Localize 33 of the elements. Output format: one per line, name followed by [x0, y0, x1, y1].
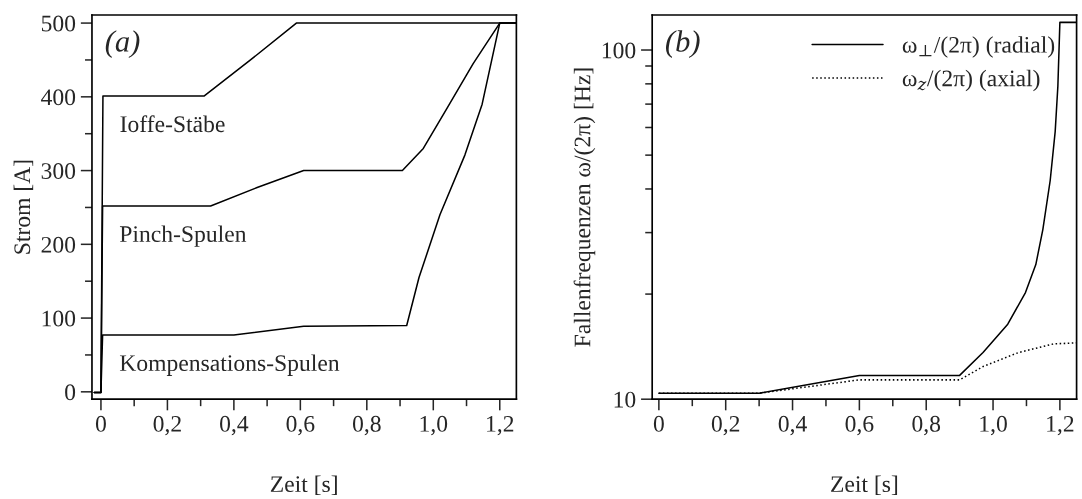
y-tick-label: 100 [602, 42, 636, 59]
x-tick-label: 0,6 [845, 415, 874, 436]
x-tick-label: 0,8 [912, 415, 941, 436]
y-tick-label: 400 [41, 89, 76, 106]
annotation: (a) [105, 30, 140, 59]
annotation: (b) [665, 30, 700, 59]
x-tick-label: 0,4 [220, 415, 249, 436]
y-tick-label: 10 [614, 391, 636, 408]
y-tick-label: 0 [65, 384, 76, 401]
x-tick-label: 0,6 [286, 415, 315, 436]
x-tick-label: 0,2 [711, 415, 740, 436]
x-tick-label: 0,2 [153, 415, 181, 436]
series-label: Pinch-Spulen [119, 225, 247, 247]
series-label: Kompensations-Spulen [119, 354, 340, 376]
x-tick-label: 1,0 [980, 415, 1007, 436]
x-tick-label: 0,4 [778, 415, 807, 436]
x-axis-title: Zeit [s] [270, 475, 337, 496]
legend-label: ω$_{z}$/(2π) (axial) [902, 69, 1040, 92]
x-tick-label: 1,0 [420, 415, 448, 436]
y-tick-label: 300 [41, 163, 76, 179]
y-tick-label: 200 [41, 236, 76, 253]
y-axis-title: Strom [A] [13, 160, 34, 254]
x-tick-label: 1,2 [487, 415, 514, 436]
x-tick-label: 0 [95, 415, 106, 432]
y-tick-label: 500 [41, 15, 76, 32]
x-tick-label: 0,8 [352, 415, 381, 436]
legend-label: ω$_{⊥}$/(2π) (radial) [902, 36, 1055, 58]
x-tick-label: 0 [653, 415, 664, 432]
y-tick-label: 100 [42, 310, 76, 327]
x-tick-label: 1,2 [1047, 415, 1074, 436]
y-axis-title: Fallenfrequenzen ω/(2π) [Hz] [573, 68, 596, 347]
x-axis-title: Zeit [s] [831, 475, 898, 496]
series-label: Ioffe-Stäbe [120, 115, 225, 133]
